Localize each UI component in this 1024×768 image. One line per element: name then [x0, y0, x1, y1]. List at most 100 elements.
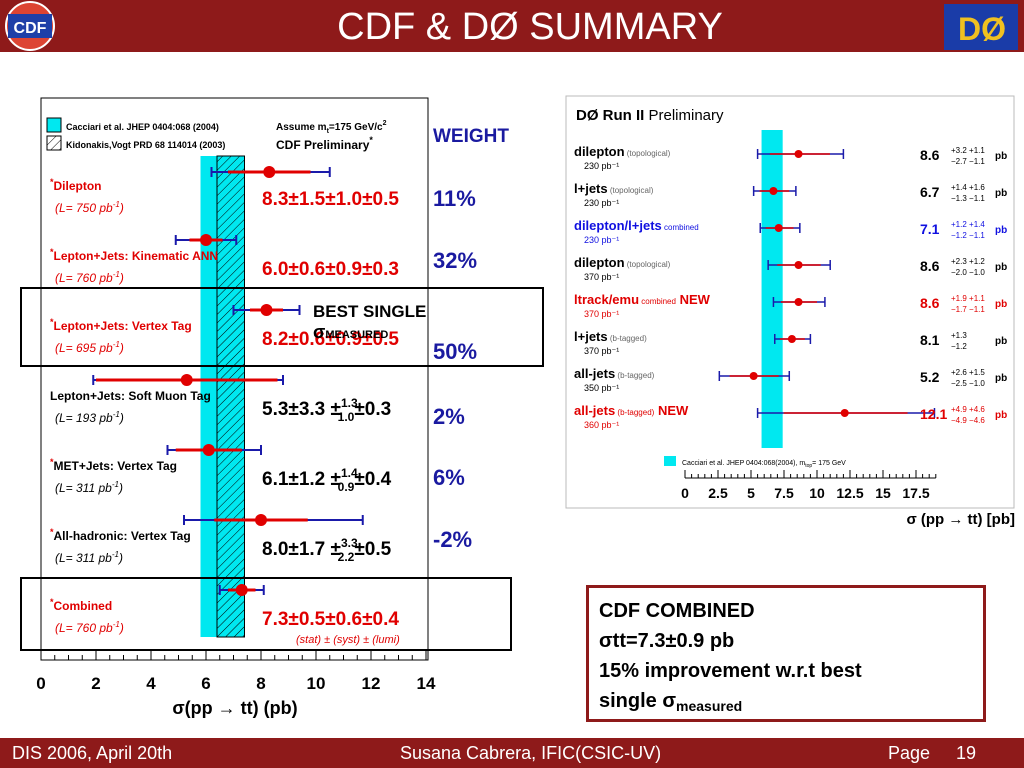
d0-x-tick-label: 7.5: [774, 485, 794, 501]
combined-highlight-box: [20, 577, 512, 651]
weight-value: 50%: [433, 339, 478, 364]
d0-x-axis-title: σ (pp → tt) [pb]: [906, 511, 1015, 528]
cdf-combined-note: CDF COMBINED σtt=7.3±0.9 pb 15% improvem…: [586, 585, 986, 722]
d0-luminosity: 230 pb⁻¹: [584, 198, 619, 208]
note-line-4: single σ: [599, 690, 677, 712]
d0-x-tick-label: 0: [681, 485, 689, 501]
legend-text-kidonakis: Kidonakis,Vogt PRD 68 114014 (2003): [66, 140, 225, 150]
measurement-label: *Combined: [50, 597, 112, 613]
measurement-label: *All-hadronic: Vertex Tag: [50, 527, 191, 543]
result-value: 5.3±3.3 ±1.3 1.0±0.3: [262, 396, 391, 424]
d0-error-down: −2.7 −1.1: [951, 157, 985, 166]
d0-error-down: −2.0 −1.0: [951, 268, 985, 277]
d0-x-tick-label: 15: [875, 485, 891, 501]
measurement-point: [202, 444, 215, 456]
weight-value: 11%: [433, 186, 476, 211]
d0-unit: pb: [995, 410, 1007, 421]
measurement-label: *Lepton+Jets: Kinematic ANN: [50, 247, 218, 263]
d0-unit: pb: [995, 188, 1007, 199]
d0-x-tick-label: 10: [809, 485, 825, 501]
d0-channel-name: dilepton (topological): [574, 255, 671, 270]
measurement-point: [255, 514, 267, 526]
x-tick-label: 4: [146, 674, 156, 693]
d0-measurement-point: [794, 261, 803, 269]
d0-unit: pb: [995, 373, 1007, 384]
d0-value: 5.2: [920, 369, 940, 385]
title-bar: [0, 0, 1024, 52]
d0-channel-name: ltrack/emu combined NEW: [574, 292, 711, 307]
d0-measurement-point: [794, 298, 803, 306]
measurement-label: *Dilepton: [50, 177, 102, 193]
d0-channel-name: all-jets (b-tagged) NEW: [574, 403, 689, 418]
d0-luminosity: 230 pb⁻¹: [584, 161, 619, 171]
d0-value: 8.1: [920, 332, 940, 348]
note-line-2: σtt=7.3±0.9 pb: [599, 630, 735, 652]
x-tick-label: 12: [362, 674, 381, 693]
result-value: 8.0±1.7 ±3.3 2.2±0.5: [262, 536, 392, 564]
measurement-point: [180, 374, 193, 386]
measurement-point: [235, 584, 248, 596]
d0-error-up: +1.3: [951, 331, 967, 340]
weight-value: 32%: [433, 248, 478, 273]
d0-error-up: +1.4 +1.6: [951, 183, 985, 192]
svg-text:CDF: CDF: [14, 20, 47, 37]
d0-error-up: +1.2 +1.4: [951, 220, 985, 229]
luminosity-label: (L= 760 pb-1): [55, 620, 124, 635]
d0-value: 8.6: [920, 147, 940, 163]
d0-title: DØ Run II Preliminary: [576, 107, 724, 124]
d0-error-up: +1.9 +1.1: [951, 294, 985, 303]
weight-value: 2%: [433, 404, 465, 429]
result-value: 6.1±1.2 ±1.4 0.9±0.4: [262, 466, 392, 494]
d0-luminosity: 360 pb⁻¹: [584, 420, 619, 430]
x-tick-label: 0: [36, 674, 45, 693]
d0-value: 7.1: [920, 221, 940, 237]
luminosity-label: (L= 760 pb-1): [55, 270, 124, 285]
luminosity-label: (L= 750 pb-1): [55, 200, 124, 215]
result-value: 6.0±0.6±0.9±0.3: [262, 259, 399, 280]
d0-error-down: −1.2: [951, 342, 967, 351]
note-line-4-subscript: measured: [676, 698, 743, 714]
d0-channel-name: dilepton/l+jets combined: [574, 218, 699, 233]
d0-error-up: +4.9 +4.6: [951, 405, 985, 414]
d0-measurement-point: [794, 150, 803, 158]
slide-title: CDF & DØ SUMMARY: [337, 6, 723, 48]
d0-unit: pb: [995, 262, 1007, 273]
measurement-label: *Lepton+Jets: Vertex Tag: [50, 317, 192, 333]
d0-channel-name: l+jets (b-tagged): [574, 329, 647, 344]
d0-error-up: +2.3 +1.2: [951, 257, 985, 266]
legend-swatch-cacciari: [46, 117, 62, 133]
d0-measurement-point: [787, 335, 796, 343]
d0-unit: pb: [995, 299, 1007, 310]
d0-value: 8.6: [920, 258, 940, 274]
d0-channel-name: dilepton (topological): [574, 144, 671, 159]
d0-luminosity: 350 pb⁻¹: [584, 383, 619, 393]
measured-subscript: MEASURED: [325, 329, 389, 341]
footer-page-number: 19: [956, 743, 977, 763]
note-line-1: CDF COMBINED: [599, 600, 755, 622]
d0-error-down: −1.3 −1.1: [951, 194, 985, 203]
d0-error-down: −2.5 −1.0: [951, 379, 985, 388]
best-single-label: BEST SINGLE σMEASURED: [313, 302, 426, 345]
d0-value: 6.7: [920, 184, 940, 200]
cdf-preliminary-label: CDF Preliminary*: [276, 135, 373, 152]
luminosity-label: (L= 311 pb-1): [55, 550, 123, 565]
d0-logo: DØ: [942, 0, 1022, 52]
x-tick-label: 10: [307, 674, 326, 693]
luminosity-label: (L= 695 pb-1): [55, 340, 124, 355]
legend-text-cacciari: Cacciari et al. JHEP 0404:068 (2004): [66, 122, 219, 132]
weight-value: -2%: [433, 527, 473, 552]
d0-channel-name: l+jets (topological): [574, 181, 654, 196]
d0-error-up: +3.2 +1.1: [951, 146, 985, 155]
legend-swatch-kidonakis: [46, 135, 62, 151]
note-line-3: 15% improvement w.r.t best: [599, 660, 862, 682]
result-value: 8.2±0.6±0.9±0.5: [262, 329, 399, 350]
best-single-box: [20, 287, 544, 367]
measurement-label: *MET+Jets: Vertex Tag: [50, 457, 177, 473]
footer-conference: DIS 2006, April 20th: [12, 743, 173, 763]
svg-text:DØ: DØ: [958, 11, 1006, 47]
d0-x-tick-label: 17.5: [902, 485, 929, 501]
measurement-point: [200, 234, 212, 246]
d0-error-down: −1.7 −1.1: [951, 305, 985, 314]
sigma-symbol: σ: [313, 322, 326, 342]
x-tick-label: 6: [201, 674, 210, 693]
